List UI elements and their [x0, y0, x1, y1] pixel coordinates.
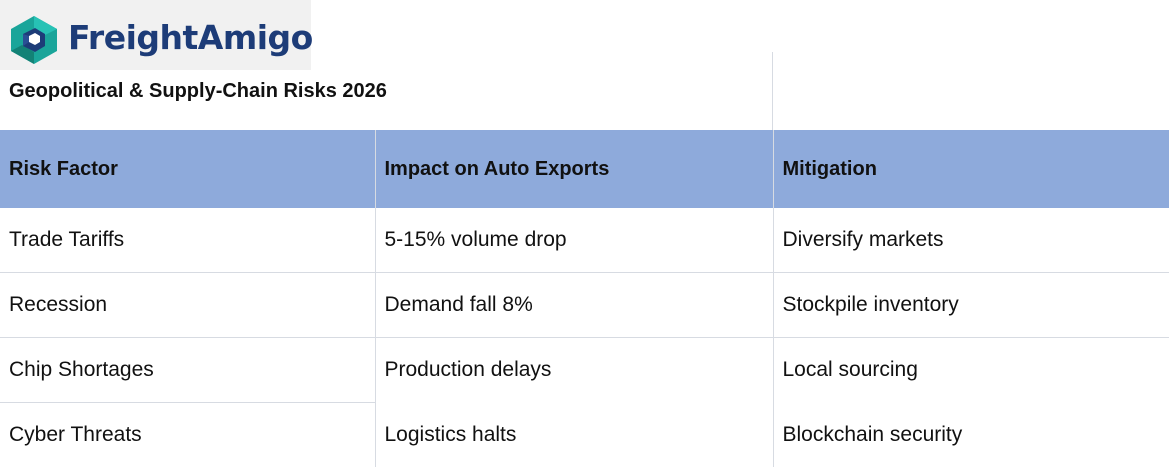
header-mitigation: Mitigation	[773, 130, 1169, 208]
header-impact: Impact on Auto Exports	[375, 130, 774, 208]
column-divider	[772, 52, 773, 130]
table-row: Trade Tariffs 5-15% volume drop Diversif…	[0, 208, 1169, 273]
brand-name: FreightAmigo	[68, 18, 313, 57]
impact-cell: Production delays	[375, 337, 774, 403]
header-risk-factor: Risk Factor	[0, 130, 376, 208]
logo: FreightAmigo	[0, 0, 313, 70]
risk-factor-cell: Trade Tariffs	[0, 208, 376, 273]
freightamigo-logo-icon	[11, 16, 57, 64]
table-row: Chip Shortages Production delays Local s…	[0, 337, 1169, 403]
table-row: Recession Demand fall 8% Stockpile inven…	[0, 272, 1169, 338]
table-row: Cyber Threats Logistics halts Blockchain…	[0, 402, 1169, 467]
mitigation-cell: Blockchain security	[782, 422, 963, 446]
risk-factor-cell: Chip Shortages	[0, 337, 376, 403]
risk-factor-cell: Cyber Threats	[0, 402, 376, 467]
mitigation-cell: Stockpile inventory	[773, 272, 1169, 338]
risk-factor-cell: Recession	[0, 272, 376, 338]
risk-table: Risk Factor Impact on Auto Exports Mitig…	[0, 130, 1169, 467]
mitigation-cell: Diversify markets	[773, 208, 1169, 273]
impact-cell: 5-15% volume drop	[375, 208, 774, 273]
mitigation-cell: Local sourcing	[782, 358, 918, 382]
page-title: Geopolitical & Supply-Chain Risks 2026	[9, 80, 387, 102]
impact-cell: Demand fall 8%	[375, 272, 774, 338]
impact-cell: Logistics halts	[375, 402, 774, 467]
table-header-row: Risk Factor Impact on Auto Exports Mitig…	[0, 130, 1169, 208]
